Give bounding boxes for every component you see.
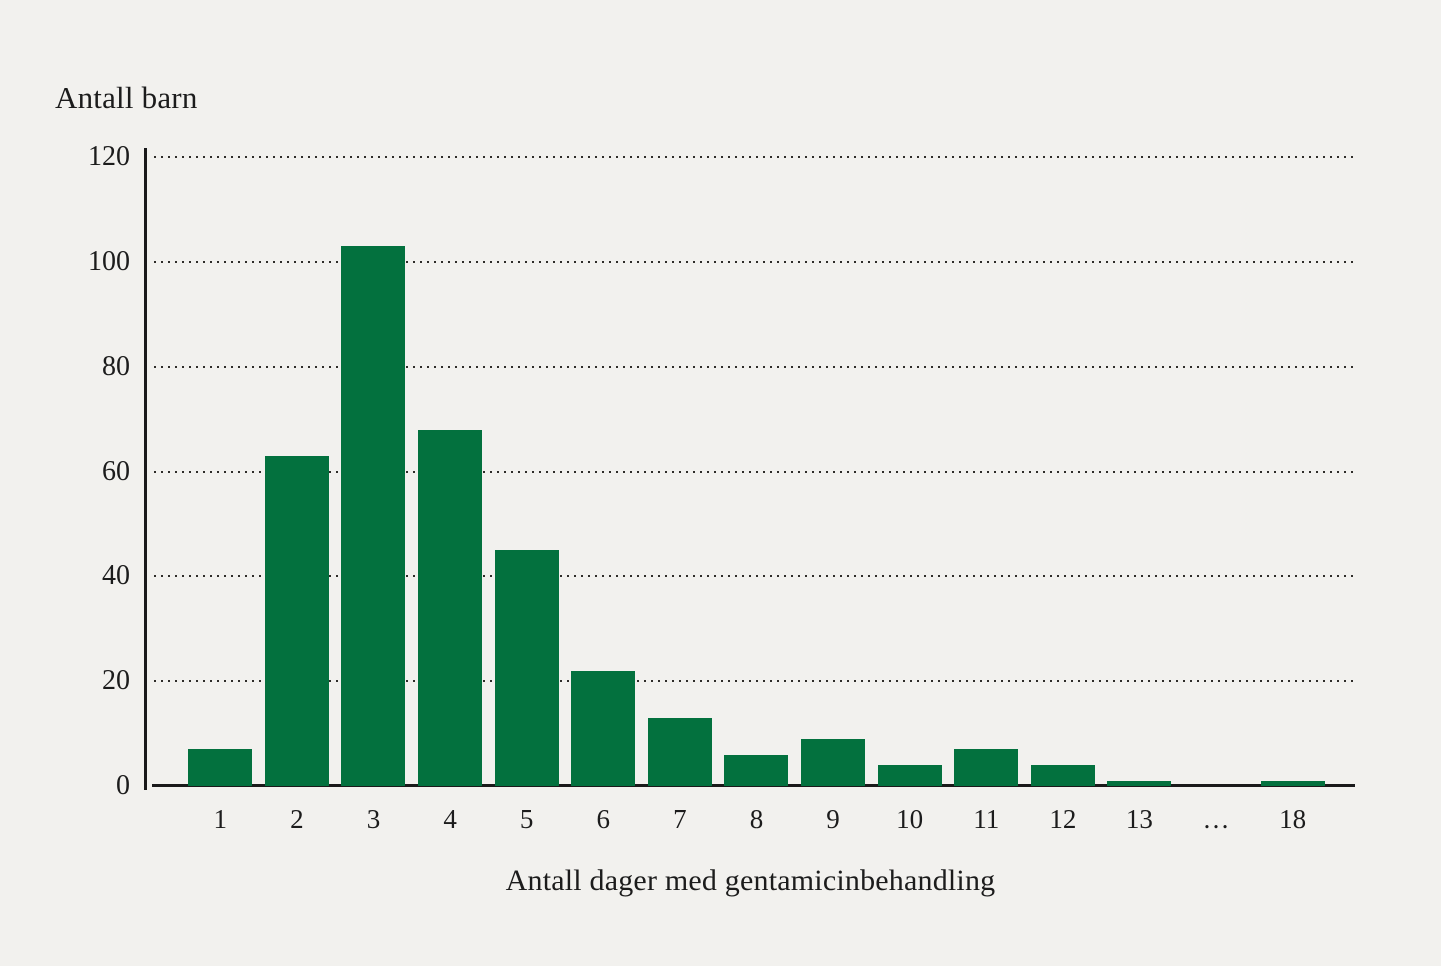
bar-slot-6 — [565, 157, 642, 786]
y-tick-label: 100 — [88, 245, 130, 277]
y-tick-label: 0 — [116, 770, 130, 801]
x-tick-label: 8 — [749, 804, 764, 834]
grid-line — [154, 575, 1355, 578]
bar — [571, 670, 636, 786]
x-tick-label: 1 — [213, 804, 228, 834]
y-tick-label: 40 — [102, 560, 130, 592]
bar-slot-1 — [182, 157, 259, 786]
bar — [418, 429, 483, 786]
bar — [647, 717, 712, 786]
bar-slot-10 — [871, 157, 948, 786]
x-tick-label: 6 — [596, 804, 611, 834]
x-tick-label: 13 — [1125, 804, 1153, 834]
bar-slot-7 — [642, 157, 719, 786]
bar — [264, 455, 329, 786]
bar — [1260, 780, 1325, 786]
x-tick-label: 18 — [1279, 804, 1307, 834]
x-axis-title: Antall dager med gentamicinbehandling — [505, 864, 996, 897]
x-tick-label: 7 — [673, 804, 687, 834]
bar — [188, 749, 253, 786]
x-tick-label: … — [1202, 804, 1230, 834]
x-tick-label: 9 — [826, 804, 840, 834]
bar-slot-2 — [259, 157, 336, 786]
y-tick-label: 20 — [102, 665, 130, 697]
grid-line — [154, 260, 1355, 263]
x-tick-label: 2 — [290, 804, 304, 834]
bar-slot-5 — [488, 157, 565, 786]
bar — [724, 754, 789, 786]
bar — [877, 765, 942, 786]
bars-row — [146, 157, 1355, 786]
x-tick-label: 5 — [519, 804, 534, 834]
y-axis-line — [144, 148, 147, 790]
y-tick-label: 120 — [88, 141, 130, 172]
bar-slot-… — [1178, 157, 1255, 786]
bar — [801, 738, 866, 786]
y-tick-label: 80 — [102, 350, 130, 382]
plot-area — [146, 156, 1355, 786]
bar-slot-11 — [948, 157, 1025, 786]
bar-slot-9 — [795, 157, 872, 786]
y-axis-title: Antall barn — [55, 80, 198, 115]
bar — [1107, 780, 1172, 786]
bar-slot-18 — [1254, 157, 1331, 786]
bar — [341, 246, 406, 786]
grid-line — [154, 470, 1355, 473]
x-tick-label: 12 — [1049, 804, 1077, 834]
y-tick-label: 60 — [102, 455, 130, 487]
x-tick-label: 3 — [366, 804, 381, 834]
grid-line — [154, 365, 1355, 368]
x-axis-tick-labels: 1 2 3 4 5 6 7 8 9 10 11 12 13… 18 — [146, 802, 1355, 836]
grid-line — [154, 680, 1355, 683]
bar-slot-3 — [335, 157, 412, 786]
bar-slot-12 — [1025, 157, 1102, 786]
x-tick-label: 4 — [443, 804, 457, 834]
bar-slot-8 — [718, 157, 795, 786]
bar — [954, 749, 1019, 786]
x-tick-label: 10 — [896, 804, 924, 834]
bar-slot-4 — [412, 157, 489, 786]
bar — [494, 550, 559, 786]
bar — [1030, 765, 1095, 786]
x-tick-label: 11 — [973, 804, 1000, 834]
grid-line — [154, 156, 1355, 158]
bar-slot-13 — [1101, 157, 1178, 786]
